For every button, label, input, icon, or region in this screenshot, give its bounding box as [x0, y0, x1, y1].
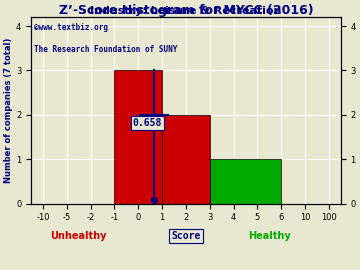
Text: 0.658: 0.658 — [132, 118, 162, 128]
Bar — [114, 70, 162, 204]
Text: Industry: Leisure & Recreation: Industry: Leisure & Recreation — [90, 6, 282, 16]
Text: Score: Score — [171, 231, 201, 241]
Bar — [162, 115, 210, 204]
Text: Healthy: Healthy — [248, 231, 291, 241]
Title: Z’-Score Histogram for MYCC (2016): Z’-Score Histogram for MYCC (2016) — [59, 4, 313, 17]
Bar — [210, 159, 281, 204]
Text: Unhealthy: Unhealthy — [50, 231, 107, 241]
Y-axis label: Number of companies (7 total): Number of companies (7 total) — [4, 38, 13, 183]
Text: The Research Foundation of SUNY: The Research Foundation of SUNY — [34, 45, 177, 54]
Text: ©www.textbiz.org: ©www.textbiz.org — [34, 23, 108, 32]
